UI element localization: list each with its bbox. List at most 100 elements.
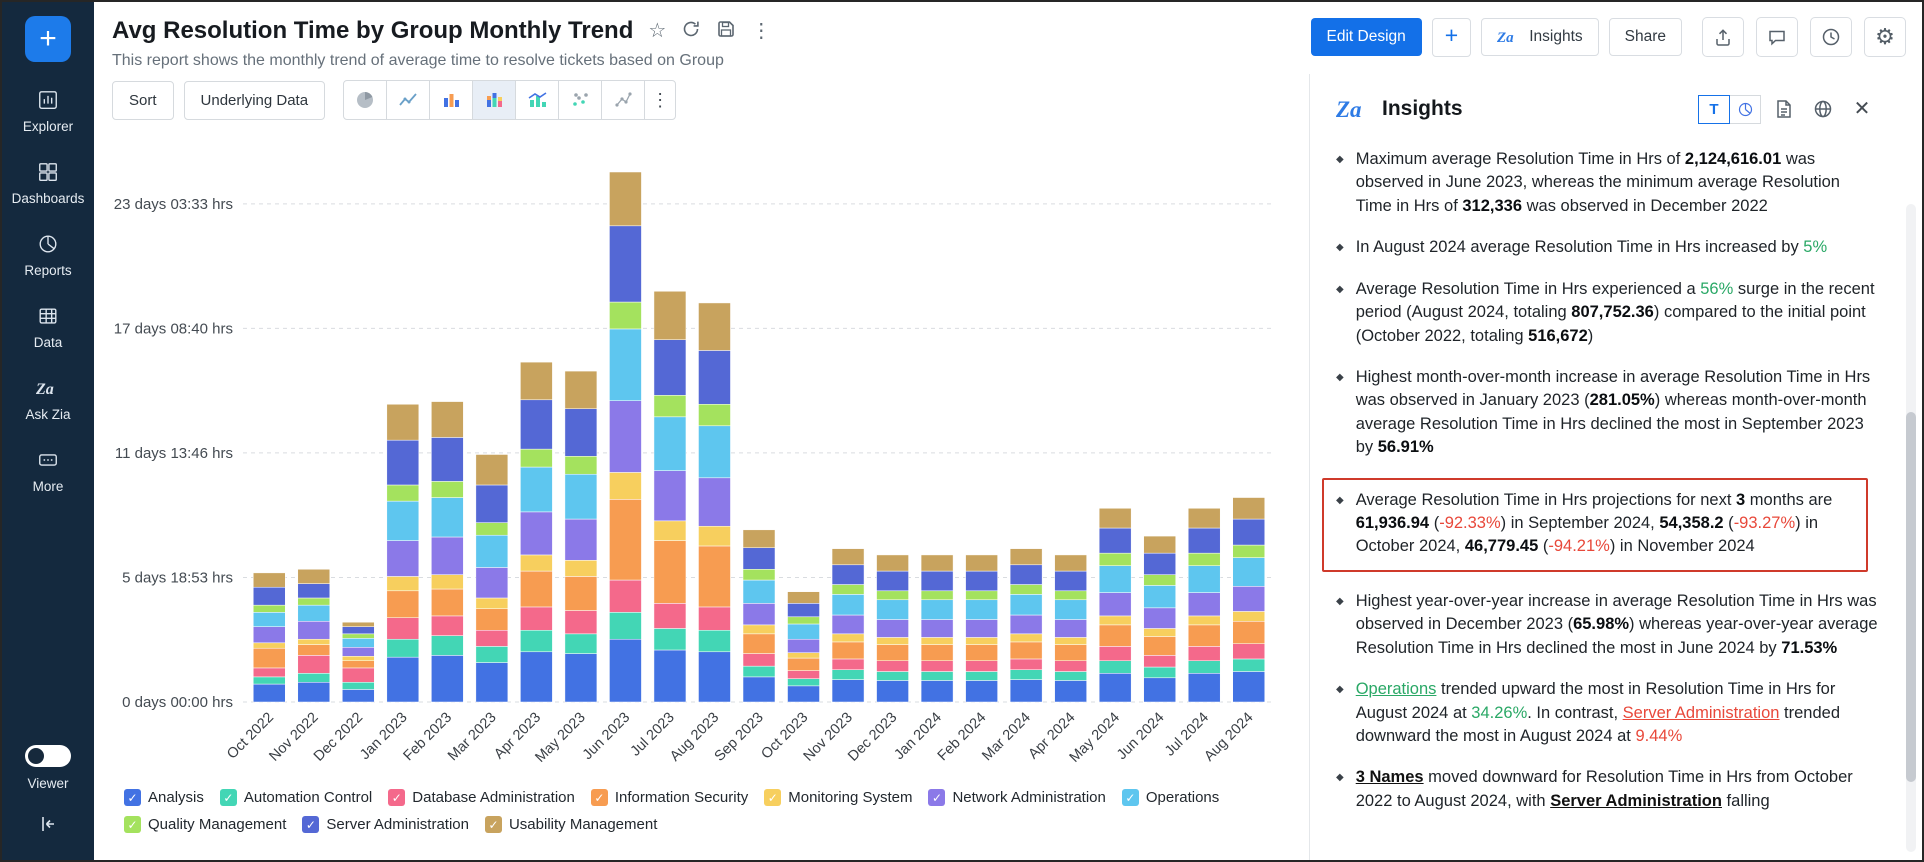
sidebar-item-explorer[interactable]: Explorer <box>23 89 73 134</box>
sidebar-item-more[interactable]: More <box>33 449 63 494</box>
bar-segment-network-administration[interactable] <box>431 536 464 575</box>
bar-segment-analysis[interactable] <box>1143 677 1176 703</box>
bar-segment-database-administration[interactable] <box>297 655 331 674</box>
bar-segment-operations[interactable] <box>1054 599 1087 620</box>
legend-checkbox[interactable]: ✓ <box>764 789 782 806</box>
bar-segment-network-administration[interactable] <box>920 619 954 638</box>
bar-segment-automation-control[interactable] <box>253 676 286 685</box>
bar-segment-server-administration[interactable] <box>475 484 509 523</box>
bar-segment-analysis[interactable] <box>653 649 687 703</box>
bar-segment-analysis[interactable] <box>564 653 598 703</box>
legend-checkbox[interactable]: ✓ <box>484 816 502 833</box>
bar-segment-information-security[interactable] <box>297 644 331 656</box>
settings-button[interactable]: ⚙ <box>1864 17 1906 57</box>
bar-segment-network-administration[interactable] <box>342 647 375 657</box>
sidebar-item-reports[interactable]: Reports <box>24 233 72 278</box>
text-view-button[interactable]: T <box>1698 94 1730 124</box>
bar-segment-server-administration[interactable] <box>431 437 464 482</box>
bar-segment-information-security[interactable] <box>1054 644 1087 661</box>
bar-segment-database-administration[interactable] <box>742 653 776 667</box>
bar-segment-quality-management[interactable] <box>1187 552 1221 566</box>
bar-segment-operations[interactable] <box>564 473 598 520</box>
bar-segment-monitoring-system[interactable] <box>653 520 687 541</box>
bar-segment-server-administration[interactable] <box>742 547 776 570</box>
bar-segment-database-administration[interactable] <box>1098 646 1132 661</box>
bar-segment-information-security[interactable] <box>653 540 687 604</box>
bar-segment-operations[interactable] <box>1187 565 1221 593</box>
legend-checkbox[interactable]: ✓ <box>124 789 141 806</box>
bar-segment-automation-control[interactable] <box>876 671 909 681</box>
history-button[interactable] <box>1810 17 1852 57</box>
bar-segment-operations[interactable] <box>1143 585 1176 609</box>
bar-segment-quality-management[interactable] <box>342 633 375 639</box>
chart-type-pie-button[interactable] <box>343 80 388 120</box>
bar-segment-network-administration[interactable] <box>831 614 865 635</box>
bar-segment-automation-control[interactable] <box>698 630 731 653</box>
bar-segment-usability-management[interactable] <box>1143 535 1176 554</box>
close-insights-button[interactable]: ✕ <box>1846 94 1878 124</box>
bar-segment-database-administration[interactable] <box>876 660 909 672</box>
bar-segment-database-administration[interactable] <box>698 606 731 631</box>
bar-segment-server-administration[interactable] <box>297 583 331 599</box>
bar-segment-information-security[interactable] <box>609 499 642 581</box>
chart-type-stacked-bar-button[interactable] <box>472 80 517 120</box>
bar-segment-database-administration[interactable] <box>1187 646 1221 661</box>
viewer-toggle[interactable] <box>25 745 71 767</box>
comments-button[interactable] <box>1756 17 1798 57</box>
bar-segment-automation-control[interactable] <box>1054 671 1087 681</box>
bar-segment-network-administration[interactable] <box>1054 619 1087 638</box>
underlying-data-button[interactable]: Underlying Data <box>183 80 326 120</box>
bar-segment-usability-management[interactable] <box>653 291 687 340</box>
sidebar-item-dashboards[interactable]: Dashboards <box>12 161 84 206</box>
bar-segment-information-security[interactable] <box>787 657 820 671</box>
bar-segment-analysis[interactable] <box>1009 679 1043 703</box>
bar-segment-network-administration[interactable] <box>520 511 553 556</box>
bar-segment-analysis[interactable] <box>1187 673 1221 703</box>
bar-segment-analysis[interactable] <box>742 676 776 703</box>
legend-checkbox[interactable]: ✓ <box>219 789 237 806</box>
bar-segment-server-administration[interactable] <box>653 339 687 396</box>
bar-segment-server-administration[interactable] <box>1054 570 1087 592</box>
bar-segment-network-administration[interactable] <box>965 619 998 638</box>
bar-segment-information-security[interactable] <box>475 608 509 631</box>
bar-segment-network-administration[interactable] <box>787 638 820 653</box>
bar-segment-usability-management[interactable] <box>1009 548 1043 566</box>
bar-segment-operations[interactable] <box>609 328 642 401</box>
bar-segment-usability-management[interactable] <box>475 454 509 486</box>
bar-segment-network-administration[interactable] <box>564 518 598 561</box>
bar-segment-automation-control[interactable] <box>1009 669 1043 680</box>
bar-segment-database-administration[interactable] <box>609 579 642 613</box>
bar-segment-server-administration[interactable] <box>1232 518 1265 546</box>
bar-segment-server-administration[interactable] <box>609 225 642 303</box>
refresh-icon[interactable] <box>681 19 701 43</box>
more-options-kebab-icon[interactable]: ⋮ <box>751 20 772 42</box>
bar-segment-monitoring-system[interactable] <box>1143 628 1176 637</box>
bar-segment-monitoring-system[interactable] <box>965 637 998 645</box>
bar-segment-database-administration[interactable] <box>920 660 954 672</box>
bar-segment-quality-management[interactable] <box>698 404 731 427</box>
bar-segment-quality-management[interactable] <box>609 301 642 330</box>
bar-segment-analysis[interactable] <box>920 680 954 703</box>
bar-segment-monitoring-system[interactable] <box>1232 611 1265 622</box>
insight-link[interactable]: Server Administration <box>1550 791 1722 810</box>
bar-segment-quality-management[interactable] <box>1054 590 1087 601</box>
bar-segment-usability-management[interactable] <box>831 548 865 566</box>
collapse-sidebar-icon[interactable] <box>37 791 59 860</box>
bar-segment-operations[interactable] <box>1232 557 1265 587</box>
bar-segment-analysis[interactable] <box>431 655 464 703</box>
bar-segment-monitoring-system[interactable] <box>1009 633 1043 643</box>
bar-segment-network-administration[interactable] <box>742 603 776 626</box>
bar-segment-database-administration[interactable] <box>965 660 998 672</box>
bar-segment-network-administration[interactable] <box>1009 614 1043 635</box>
bar-segment-operations[interactable] <box>253 612 286 627</box>
bar-segment-usability-management[interactable] <box>920 554 954 572</box>
bar-segment-usability-management[interactable] <box>1187 508 1221 529</box>
bar-segment-server-administration[interactable] <box>831 564 865 585</box>
legend-item[interactable]: ✓ Database Administration <box>388 789 575 806</box>
bar-segment-operations[interactable] <box>831 594 865 616</box>
scrollbar-thumb[interactable] <box>1906 412 1916 782</box>
bar-segment-server-administration[interactable] <box>564 408 598 457</box>
bar-segment-database-administration[interactable] <box>1143 655 1176 668</box>
bar-segment-usability-management[interactable] <box>520 361 553 401</box>
bar-segment-database-administration[interactable] <box>564 610 598 635</box>
